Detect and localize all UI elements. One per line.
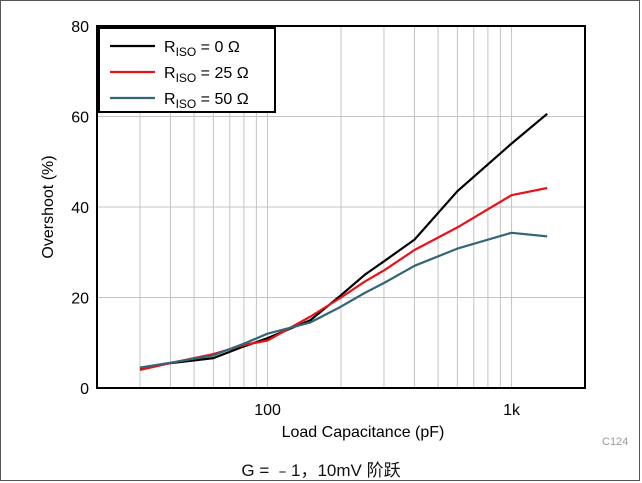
series-line <box>139 112 548 370</box>
y-tick-label: 40 <box>71 200 89 217</box>
legend-label: RISO = 50 Ω <box>164 91 249 111</box>
x-axis-label: Load Capacitance (pF) <box>282 424 445 441</box>
y-axis-label: Overshoot (%) <box>40 155 57 258</box>
y-tick-label: 20 <box>71 291 89 308</box>
x-tick-label: 100 <box>254 402 281 419</box>
figure-code: C124 <box>602 436 629 448</box>
legend-label: RISO = 25 Ω <box>164 65 249 85</box>
x-axis-ticks: 100 1k <box>254 402 521 419</box>
y-tick-label: 0 <box>80 381 89 398</box>
plot-area-border <box>96 25 586 389</box>
series-lines <box>139 112 548 371</box>
series-line <box>139 186 548 371</box>
y-tick-label: 80 <box>71 19 89 36</box>
legend: RISO = 0 Ω RISO = 25 Ω RISO = 50 Ω <box>98 27 276 113</box>
series-line <box>139 231 548 369</box>
y-axis-ticks: 0 20 40 60 80 <box>71 19 89 398</box>
caption: G = ﹣1，10mV 阶跃 <box>241 461 401 480</box>
legend-label: RISO = 0 Ω <box>164 39 240 59</box>
x-tick-label: 1k <box>503 402 521 419</box>
y-tick-label: 60 <box>71 110 89 127</box>
